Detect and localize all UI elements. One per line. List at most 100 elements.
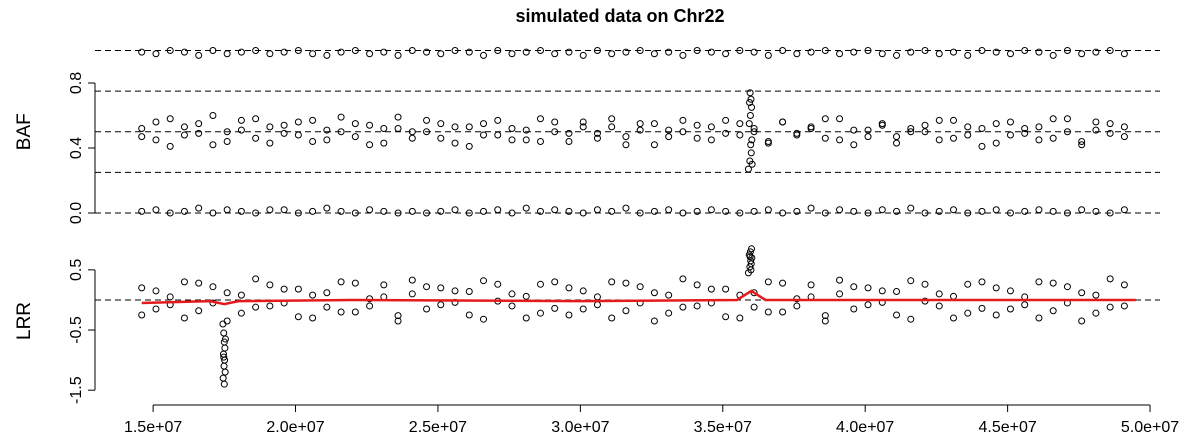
point [323,51,331,59]
point [408,47,416,54]
point [622,48,630,56]
point [1106,209,1114,217]
point [636,120,644,128]
point [722,116,730,124]
point [480,207,488,215]
point [437,207,445,215]
point [138,125,146,132]
point [1006,305,1014,313]
point [593,293,601,301]
point [836,115,844,123]
point [864,47,872,54]
point [978,47,986,54]
point [665,48,673,56]
point [579,287,587,295]
point [1078,50,1086,58]
point [252,275,260,283]
point [508,125,516,132]
point [408,290,416,298]
point [746,89,754,97]
point [152,305,160,313]
point [152,206,160,214]
point [964,280,972,288]
point [747,149,755,157]
point [508,136,516,144]
point [366,50,374,58]
point [750,128,758,136]
point [636,47,644,54]
point [451,287,459,295]
point [1120,133,1128,141]
point [964,51,972,59]
point [508,290,516,298]
point [195,120,203,128]
point [195,279,203,287]
point [650,120,658,128]
point [964,209,972,217]
point [180,314,188,322]
point [1092,309,1100,317]
point [736,209,744,217]
point [608,207,616,215]
point [935,50,943,58]
point [964,123,972,131]
point [437,120,445,128]
point [494,206,502,214]
point [893,207,901,215]
point [836,276,844,284]
point [1063,209,1071,217]
point [1006,118,1014,126]
point [693,281,701,289]
point [622,279,630,287]
point [565,311,573,319]
point [893,133,901,141]
point [551,128,559,136]
point [465,123,473,131]
point [220,353,228,361]
point [294,131,302,139]
point [747,141,755,149]
point [337,308,345,316]
point [978,142,986,150]
point [949,206,957,214]
point [536,47,544,54]
point [237,48,245,56]
point [650,141,658,149]
point [536,115,544,123]
point [744,165,752,173]
point [1078,138,1086,145]
point [693,134,701,142]
point [893,311,901,319]
point [836,206,844,214]
point [219,320,227,328]
point [1035,206,1043,214]
point [707,285,715,293]
point [180,48,188,56]
point [608,123,616,131]
point [949,314,957,322]
point [223,128,231,136]
point [423,283,431,291]
point [992,206,1000,214]
point [679,209,687,217]
point [622,141,630,149]
point [821,312,829,320]
point [793,302,801,310]
point [1063,47,1071,54]
point [593,301,601,309]
point [480,131,488,139]
point [221,368,229,376]
point [1120,281,1128,289]
point [1035,136,1043,144]
point [309,291,317,299]
point [209,141,217,149]
point [195,307,203,315]
y-tick-label: 0.4 [68,137,85,159]
point [636,283,644,291]
y-axis-label: LRR [14,302,35,340]
point [665,133,673,141]
point [836,290,844,298]
point [237,126,245,134]
segment-line [141,289,1136,306]
point [579,123,587,131]
